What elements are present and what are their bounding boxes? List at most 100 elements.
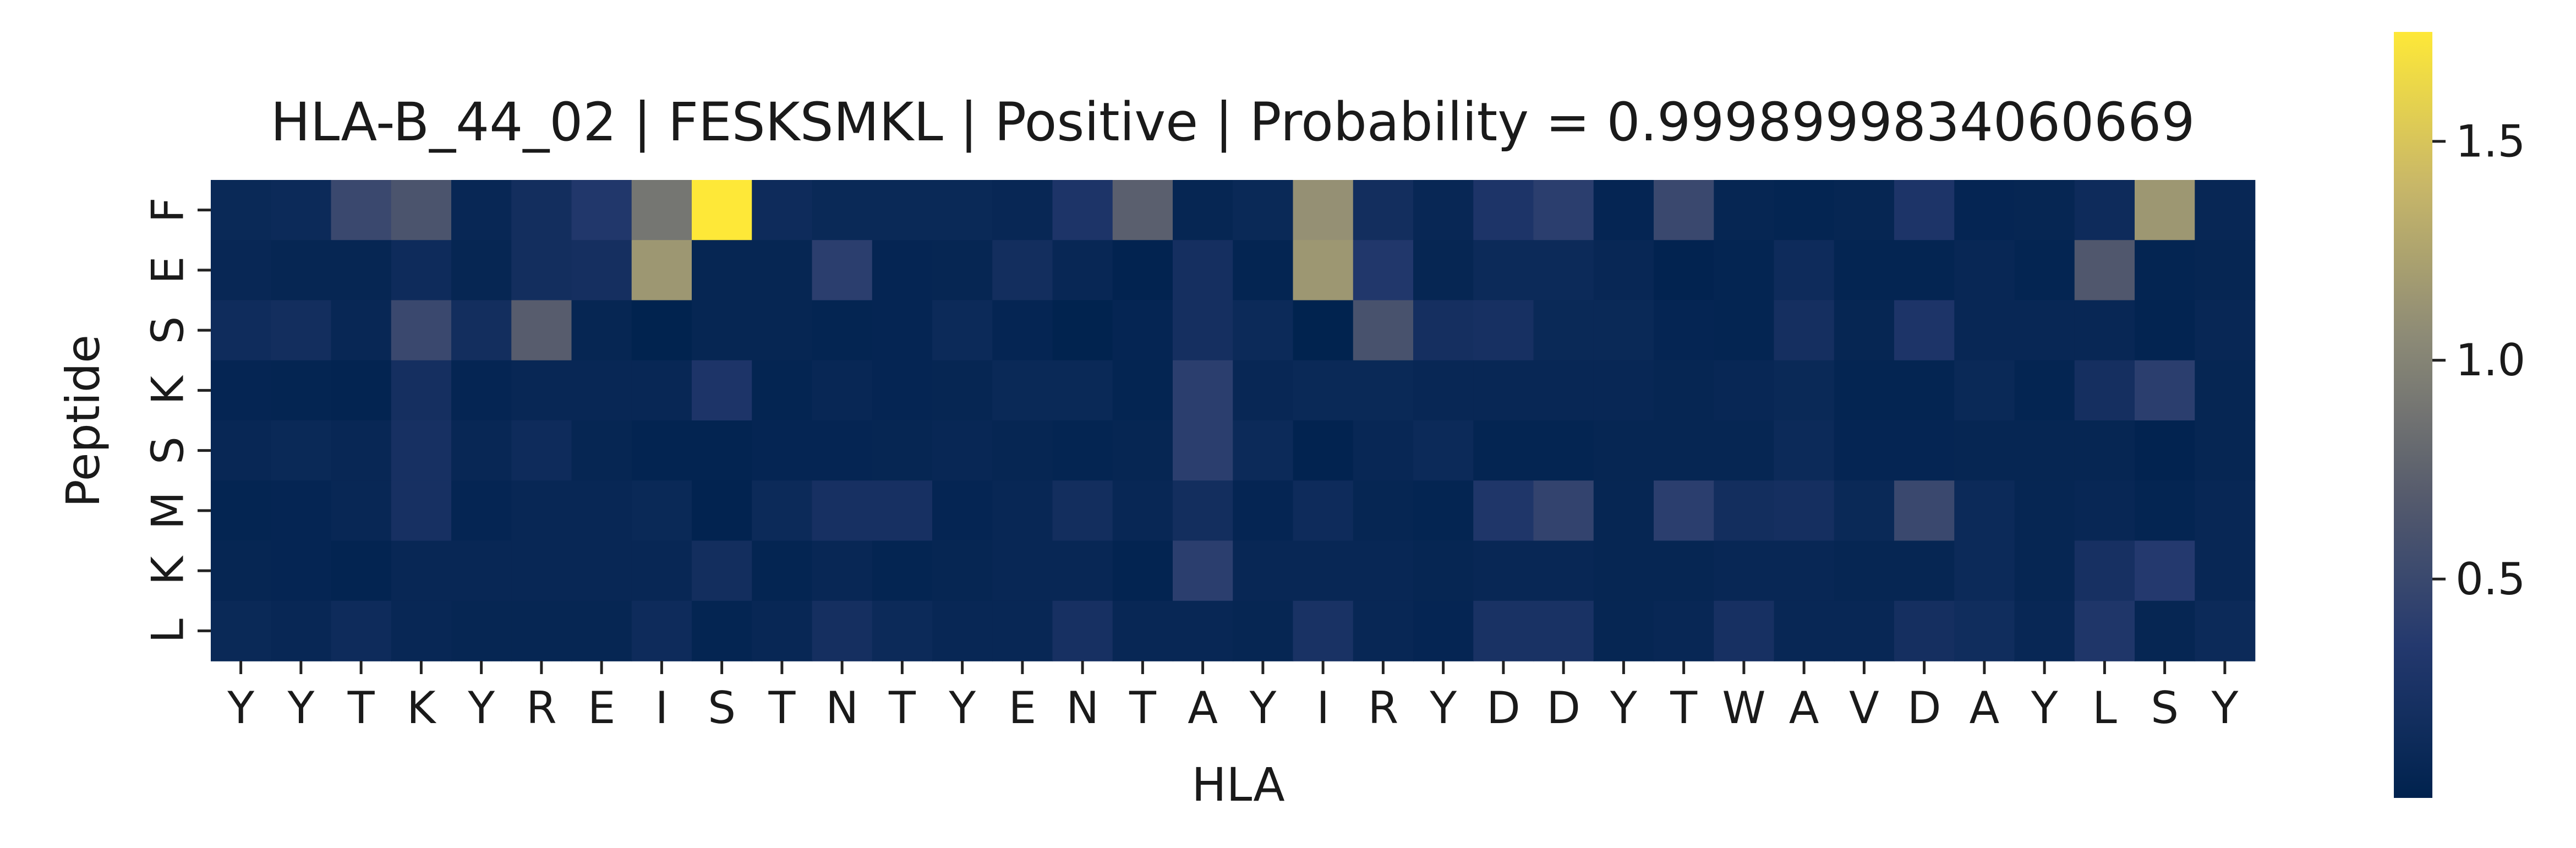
heatmap-cell [331,180,392,241]
heatmap-cell [1173,300,1234,361]
heatmap-cell [692,600,753,661]
heatmap-cell [2074,480,2135,541]
heatmap-cell [992,540,1053,601]
heatmap-cell [2135,300,2196,361]
heatmap-cell [1233,480,1294,541]
heatmap-cell [1293,420,1354,482]
heatmap-cell [1774,540,1835,601]
x-axis-label: HLA [1191,758,1284,812]
heatmap-cell [1533,360,1594,421]
x-tick-label: S [2151,682,2179,734]
heatmap-cell [271,540,332,601]
heatmap-cell [992,600,1053,661]
heatmap-cell [1654,360,1715,421]
heatmap-cell [1473,240,1534,301]
chart-title: HLA-B_44_02 | FESKSMKL | Positive | Prob… [271,91,2195,154]
heatmap-cell [872,180,933,241]
x-tick-label: N [825,682,858,734]
heatmap-cell [2135,360,2196,421]
x-tick-label: T [1670,682,1698,734]
x-tick-label: Y [2211,682,2239,734]
heatmap-cell [271,360,332,421]
heatmap-cell [1052,180,1113,241]
heatmap-cell [271,480,332,541]
heatmap-cell [1112,300,1173,361]
heatmap-cell [1353,360,1414,421]
heatmap-cell [1714,480,1775,541]
y-tick-label: K [143,375,194,405]
heatmap-cell [2195,540,2256,601]
y-tick-label: L [143,619,194,643]
heatmap-cell [1112,180,1173,241]
heatmap-cell [331,360,392,421]
heatmap-cell [1413,420,1474,482]
heatmap-cell [1413,540,1474,601]
heatmap-cell [211,300,272,361]
y-tick-label: K [143,555,194,585]
heatmap-cell [872,600,933,661]
heatmap-cell [1052,600,1113,661]
heatmap-cell [331,300,392,361]
heatmap-cell [451,300,512,361]
heatmap-cell [451,420,512,482]
heatmap-cell [2135,480,2196,541]
heatmap-cell [1413,180,1474,241]
x-tick-label: S [708,682,736,734]
heatmap-cell [1593,420,1654,482]
heatmap-cell [1834,480,1895,541]
heatmap-cell [2074,420,2135,482]
heatmap-cell [1834,540,1895,601]
heatmap-cell [1533,420,1594,482]
heatmap-cell [1593,600,1654,661]
heatmap-cell [1654,240,1715,301]
heatmap-cell [511,300,572,361]
heatmap-cell [631,180,692,241]
heatmap-cell [2014,420,2075,482]
x-tick-label: D [1907,682,1941,734]
heatmap-cell [812,360,873,421]
heatmap-cell [932,360,993,421]
heatmap-cell [1894,180,1955,241]
y-axis-label: Peptide [56,335,110,507]
heatmap-cell [1954,300,2015,361]
heatmap-cell [2195,300,2256,361]
heatmap-cell [932,420,993,482]
heatmap-cell [1052,480,1113,541]
x-tick-label: A [1188,682,1218,734]
heatmap-cell [1894,480,1955,541]
heatmap-cell [1774,480,1835,541]
heatmap-cell [1173,180,1234,241]
heatmap-cell [1473,600,1534,661]
heatmap-cell [1894,600,1955,661]
x-tick-label: Y [467,682,495,734]
heatmap-cell [1473,360,1534,421]
heatmap-cell [1533,240,1594,301]
heatmap-cell [1533,600,1594,661]
heatmap-cell [2135,240,2196,301]
x-tick-label: A [1970,682,2000,734]
heatmap-cell [2074,360,2135,421]
heatmap-cell [1954,360,2015,421]
heatmap-cell [1593,180,1654,241]
heatmap-cell [1834,240,1895,301]
heatmap-cell [391,420,452,482]
heatmap-cell [571,240,632,301]
heatmap-cell [1654,180,1715,241]
heatmap-cell [391,540,452,601]
x-tick-label: Y [948,682,976,734]
heatmap-cell [1654,540,1715,601]
heatmap-cell [1774,180,1835,241]
heatmap-cell [752,600,813,661]
x-tick-label: T [768,682,796,734]
heatmap-cell [1593,300,1654,361]
heatmap-cell [451,180,512,241]
heatmap-cell [752,540,813,601]
heatmap-cell [631,600,692,661]
heatmap-cell [992,300,1053,361]
heatmap-cell [2014,600,2075,661]
heatmap-cell [1954,420,2015,482]
heatmap-cell [631,540,692,601]
heatmap-cell [571,360,632,421]
heatmap-cell [692,540,753,601]
